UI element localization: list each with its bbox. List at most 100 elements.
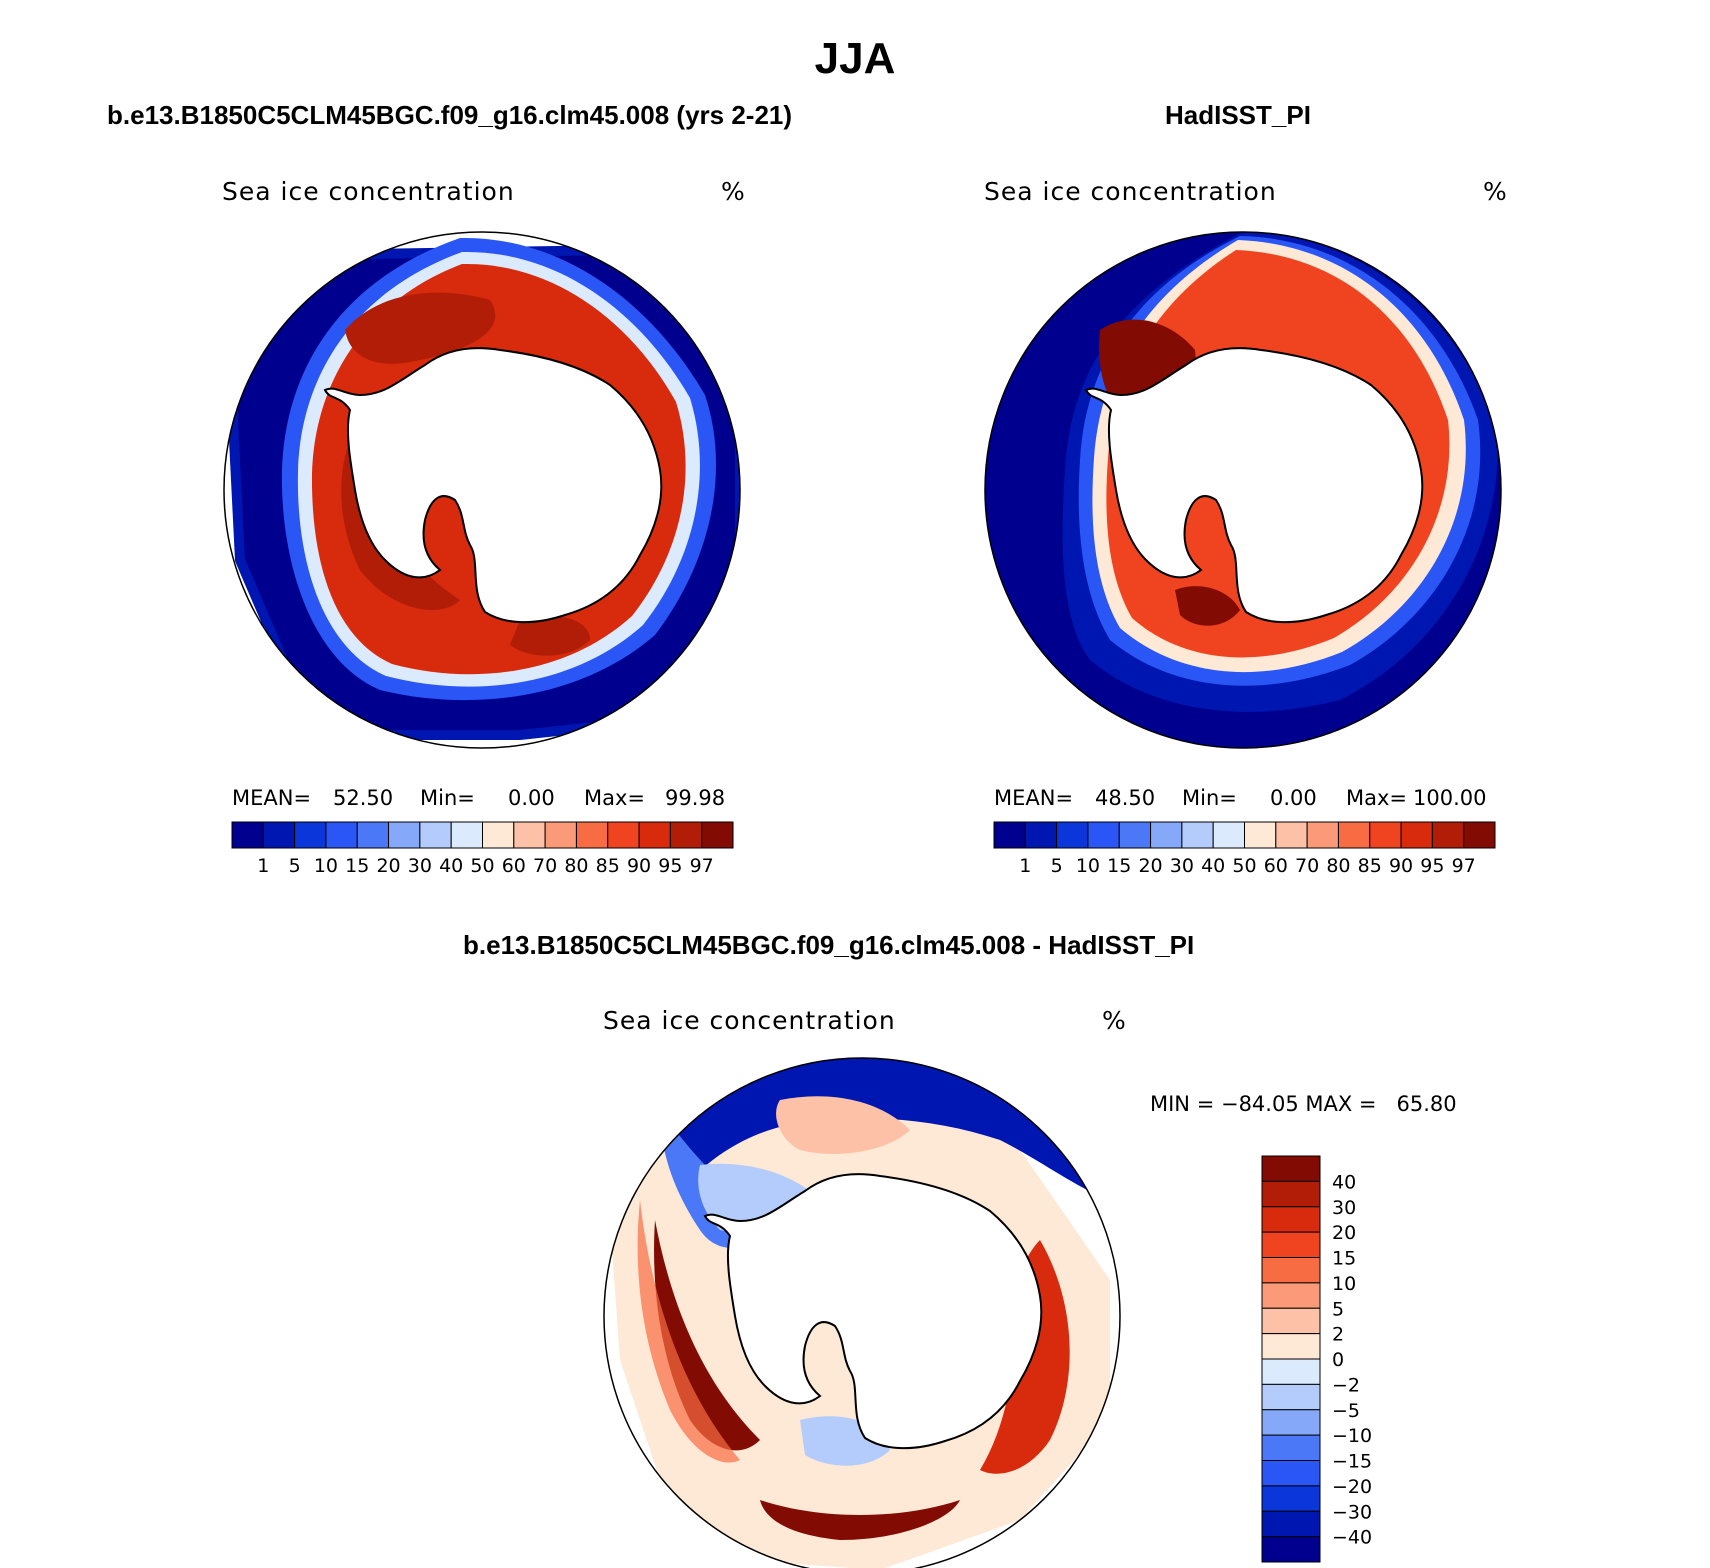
map1-antarctica bbox=[323, 347, 663, 624]
colorbar2-tick-label: 80 bbox=[1326, 855, 1350, 877]
colorbar3-tick-label: −5 bbox=[1332, 1400, 1360, 1422]
colorbar2-swatch bbox=[1024, 821, 1058, 849]
colorbar1-tick-label: 70 bbox=[533, 855, 557, 877]
colorbar3-tick-label: −10 bbox=[1332, 1425, 1372, 1447]
panel2-min-label: Min= bbox=[1182, 786, 1237, 810]
map2-antarctica bbox=[1084, 347, 1424, 624]
colorbar1-tick-label: 80 bbox=[564, 855, 588, 877]
colorbar3-swatch bbox=[1261, 1307, 1321, 1335]
colorbar2-swatch bbox=[1212, 821, 1245, 849]
colorbar1-tick-label: 50 bbox=[470, 855, 494, 877]
colorbar3-swatch bbox=[1261, 1155, 1321, 1182]
colorbar2-tick-label: 30 bbox=[1170, 855, 1194, 877]
panel2-max-label: Max= bbox=[1346, 786, 1408, 810]
colorbar3-swatch bbox=[1261, 1231, 1321, 1258]
colorbar3-tick-label: 10 bbox=[1332, 1273, 1356, 1295]
map1-frame bbox=[223, 231, 741, 749]
colorbar3-swatch bbox=[1261, 1409, 1321, 1436]
colorbar1: 1 5 10 15 20 30 40 50 60 70 80 85 90 95 97 bbox=[231, 821, 734, 877]
map3-positive-north bbox=[776, 1096, 910, 1154]
colorbar3-swatch bbox=[1261, 1485, 1321, 1512]
map3 bbox=[610, 1058, 1110, 1568]
colorbar1-swatch bbox=[325, 821, 358, 849]
colorbar1-tick-label: 97 bbox=[690, 855, 714, 877]
map1-ice-core-2 bbox=[341, 440, 460, 610]
panel1-mean-value: 52.50 bbox=[333, 786, 394, 810]
map3-frame bbox=[603, 1057, 1121, 1568]
colorbar2-swatch bbox=[1400, 821, 1433, 849]
colorbar1-tick-label: 20 bbox=[376, 855, 400, 877]
colorbar2-swatch bbox=[1181, 821, 1214, 849]
panel2-variable-label: Sea ice concentration bbox=[984, 177, 1277, 206]
colorbar1-swatch bbox=[419, 821, 452, 849]
panel2-max-value: 100.00 bbox=[1413, 786, 1487, 810]
panel1-variable-label: Sea ice concentration bbox=[222, 177, 515, 206]
colorbar3-swatch bbox=[1261, 1358, 1321, 1385]
colorbar2-tick-label: 50 bbox=[1232, 855, 1256, 877]
colorbar3-swatch bbox=[1261, 1510, 1321, 1538]
colorbar1-swatch bbox=[294, 821, 327, 849]
colorbar2-tick-label: 20 bbox=[1138, 855, 1162, 877]
colorbar3-swatch bbox=[1261, 1536, 1321, 1563]
colorbar1-swatch bbox=[450, 821, 483, 849]
colorbar3-tick-label: −15 bbox=[1332, 1451, 1372, 1473]
panel2-units-label: % bbox=[1483, 177, 1508, 206]
colorbar2-swatch bbox=[1244, 821, 1277, 849]
colorbar1-swatch bbox=[388, 821, 421, 849]
colorbar1-swatch bbox=[513, 821, 546, 849]
figure-title: JJA bbox=[814, 34, 896, 83]
colorbar2-swatch bbox=[1087, 821, 1120, 849]
colorbar1-tick-label: 40 bbox=[439, 855, 463, 877]
panel1-mean-label: MEAN= bbox=[232, 786, 312, 810]
colorbar2-swatch bbox=[1118, 821, 1152, 849]
colorbar2-swatch bbox=[1369, 821, 1402, 849]
colorbar2-swatch bbox=[1306, 821, 1339, 849]
colorbar2-tick-label: 15 bbox=[1107, 855, 1131, 877]
colorbar2-swatch bbox=[993, 821, 1026, 849]
panel1-units-label: % bbox=[721, 177, 746, 206]
map1-ice-core-3 bbox=[510, 616, 590, 656]
colorbar3-tick-label: 40 bbox=[1332, 1171, 1356, 1193]
colorbar2-tick-label: 85 bbox=[1358, 855, 1382, 877]
panel2-min-value: 0.00 bbox=[1270, 786, 1317, 810]
colorbar1-tick-label: 90 bbox=[627, 855, 651, 877]
colorbar2-tick-label: 5 bbox=[1051, 855, 1063, 877]
map2-frame bbox=[984, 231, 1502, 749]
panel3-title: b.e13.B1850C5CLM45BGC.f09_g16.clm45.008 … bbox=[463, 930, 1195, 960]
colorbar3-tick-label: 5 bbox=[1332, 1298, 1344, 1320]
map2-ice-core-2 bbox=[1175, 586, 1240, 626]
colorbar2: 1 5 10 15 20 30 40 50 60 70 80 85 90 95 97 bbox=[993, 821, 1496, 877]
colorbar1-tick-label: 5 bbox=[289, 855, 301, 877]
colorbar2-tick-label: 60 bbox=[1264, 855, 1288, 877]
panel1-title: b.e13.B1850C5CLM45BGC.f09_g16.clm45.008 … bbox=[107, 100, 793, 130]
colorbar1-swatch bbox=[544, 821, 577, 849]
panel3-min-max: MIN = −84.05 MAX = 65.80 bbox=[1150, 1092, 1457, 1116]
colorbar3-swatch bbox=[1261, 1282, 1321, 1309]
map3-positive-west-band-outer bbox=[637, 1200, 740, 1463]
colorbar3-swatch bbox=[1261, 1460, 1321, 1487]
colorbar2-swatch bbox=[1463, 821, 1496, 849]
colorbar3-swatch bbox=[1261, 1206, 1321, 1233]
colorbar3-tick-label: 2 bbox=[1332, 1324, 1344, 1346]
colorbar3-tick-label: −20 bbox=[1332, 1476, 1372, 1498]
colorbar1-swatch bbox=[231, 821, 264, 849]
colorbar1-tick-label: 95 bbox=[658, 855, 682, 877]
colorbar1-tick-label: 1 bbox=[257, 855, 269, 877]
colorbar3-tick-label: 30 bbox=[1332, 1197, 1356, 1219]
panel3-units-label: % bbox=[1102, 1006, 1127, 1035]
colorbar1-swatch bbox=[575, 821, 609, 849]
map1-ice-core-1 bbox=[345, 292, 496, 364]
colorbar2-swatch bbox=[1056, 821, 1089, 849]
colorbar1-swatch bbox=[638, 821, 671, 849]
colorbar1-swatch bbox=[669, 821, 703, 849]
colorbar3-swatch bbox=[1261, 1257, 1321, 1284]
colorbar3-tick-label: 0 bbox=[1332, 1349, 1344, 1371]
colorbar3-tick-label: −30 bbox=[1332, 1501, 1372, 1523]
panel1-max-value: 99.98 bbox=[665, 786, 726, 810]
panel2-title: HadISST_PI bbox=[1165, 100, 1311, 130]
colorbar2-tick-label: 1 bbox=[1019, 855, 1031, 877]
panel1-min-value: 0.00 bbox=[508, 786, 555, 810]
map3-positive-south-band bbox=[760, 1500, 960, 1540]
